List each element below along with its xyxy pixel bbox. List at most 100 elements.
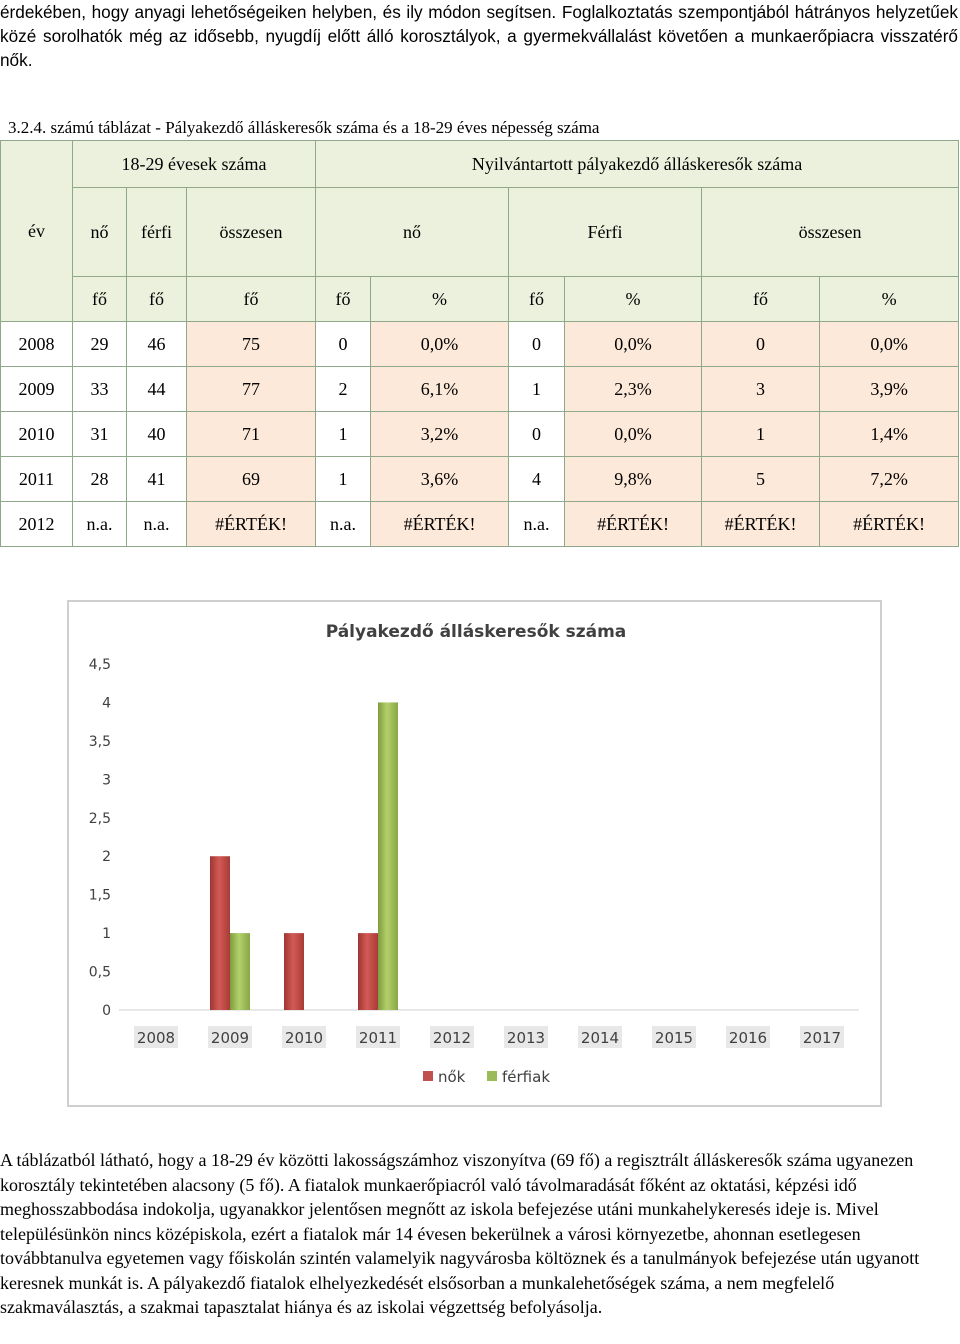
table-row: 2012 n.a. n.a. #ÉRTÉK! n.a. #ÉRTÉK! n.a.… <box>0 501 960 547</box>
table-cell: n.a. <box>126 501 187 547</box>
table-cell: 0,0% <box>819 321 960 367</box>
table-cell: 1 <box>315 456 372 502</box>
table-row: 2009 33 44 77 2 6,1% 1 2,3% 3 3,9% <box>0 366 960 412</box>
y-tick-label: 3 <box>102 772 111 788</box>
legend-label: férfiak <box>502 1068 550 1086</box>
table-cell: 3,2% <box>370 411 510 457</box>
table-cell: 71 <box>185 411 317 457</box>
table-cell: 0 <box>508 411 566 457</box>
table-cell: 46 <box>126 321 187 367</box>
unit-header: % <box>819 276 960 322</box>
intro-text: érdekében, hogy anyagi lehetőségeiken he… <box>0 2 958 70</box>
table-cell: n.a. <box>508 501 566 547</box>
body-text: A táblázatból látható, hogy a 18-29 év k… <box>0 1150 920 1317</box>
y-tick-label: 4,5 <box>89 657 111 673</box>
bar-women <box>210 856 230 1010</box>
table-cell: n.a. <box>315 501 372 547</box>
x-tick-label: 2012 <box>433 1029 471 1047</box>
table-cell: #ÉRTÉK! <box>185 501 317 547</box>
header-group-population: 18-29 évesek száma <box>71 140 317 188</box>
y-tick-label: 4 <box>102 695 111 711</box>
header-js-women: nő <box>315 187 510 277</box>
x-tick-background <box>504 1026 548 1048</box>
table-cell: 3,9% <box>819 366 960 412</box>
table-cell: 3,6% <box>370 456 510 502</box>
table-cell: n.a. <box>72 501 127 547</box>
table-cell: 29 <box>72 321 127 367</box>
table-row: 2011 28 41 69 1 3,6% 4 9,8% 5 7,2% <box>0 456 960 502</box>
table-cell: 1,4% <box>819 411 960 457</box>
table-cell: 7,2% <box>819 456 960 502</box>
table-cell: #ÉRTÉK! <box>701 501 821 547</box>
table-cell: 33 <box>72 366 127 412</box>
x-tick-background <box>578 1026 622 1048</box>
table-cell: 2010 <box>0 411 73 457</box>
table-cell: 1 <box>315 411 372 457</box>
x-tick-label: 2013 <box>507 1029 545 1047</box>
table-row: 2010 31 40 71 1 3,2% 0 0,0% 1 1,4% <box>0 411 960 457</box>
header-group-jobseekers: Nyilvántartott pályakezdő álláskeresők s… <box>315 140 960 188</box>
unit-header: fő <box>315 276 372 322</box>
table-cell: 0,0% <box>564 321 703 367</box>
header-year: év <box>0 140 73 322</box>
table-cell: 1 <box>701 411 821 457</box>
y-tick-label: 0,5 <box>89 965 111 981</box>
chart-title: Pályakezdő álláskeresők száma <box>326 622 627 642</box>
y-tick-label: 2 <box>102 849 111 865</box>
y-tick-label: 2,5 <box>89 811 111 827</box>
x-tick-background <box>800 1026 844 1048</box>
table-cell: #ÉRTÉK! <box>564 501 703 547</box>
legend-label: nők <box>438 1068 466 1086</box>
table-cell: 0,0% <box>370 321 510 367</box>
table-row: 2008 29 46 75 0 0,0% 0 0,0% 0 0,0% <box>0 321 960 367</box>
x-tick-label: 2017 <box>803 1029 841 1047</box>
x-tick-background <box>356 1026 400 1048</box>
header-pop-men: férfi <box>126 187 187 277</box>
y-tick-label: 0 <box>102 1003 111 1019</box>
x-tick-background <box>726 1026 770 1048</box>
intro-paragraph: érdekében, hogy anyagi lehetőségeiken he… <box>0 0 958 72</box>
table-cell: 0 <box>508 321 566 367</box>
x-tick-label: 2009 <box>211 1029 249 1047</box>
table-cell: 28 <box>72 456 127 502</box>
bar-chart: Pályakezdő álláskeresők száma 0 0,5 1 1,5 2 2… <box>67 600 882 1107</box>
bar-women <box>358 933 378 1010</box>
table-cell: 3 <box>701 366 821 412</box>
y-tick-label: 3,5 <box>89 734 111 750</box>
table-cell: 2009 <box>0 366 73 412</box>
unit-header: % <box>564 276 703 322</box>
x-tick-label: 2015 <box>655 1029 693 1047</box>
bar-men <box>230 933 250 1010</box>
table-cell: 69 <box>185 456 317 502</box>
table-cell: 31 <box>72 411 127 457</box>
table-cell: 2 <box>315 366 372 412</box>
x-tick-background <box>134 1026 178 1048</box>
table-header-row-columns: nő férfi összesen nő Férfi összesen <box>1 187 960 277</box>
table-cell: 9,8% <box>564 456 703 502</box>
unit-header: fő <box>701 276 821 322</box>
table-cell: 5 <box>701 456 821 502</box>
table-cell: 0,0% <box>564 411 703 457</box>
table-caption: 3.2.4. számú táblázat - Pályakezdő állás… <box>8 118 600 137</box>
legend-swatch <box>487 1071 497 1081</box>
table-cell: 77 <box>185 366 317 412</box>
header-pop-women: nő <box>72 187 127 277</box>
legend-swatch <box>423 1071 433 1081</box>
x-tick-background <box>282 1026 326 1048</box>
table-cell: 0 <box>315 321 372 367</box>
header-js-total: összesen <box>701 187 960 277</box>
table-cell: 41 <box>126 456 187 502</box>
header-js-men: Férfi <box>508 187 703 277</box>
x-tick-background <box>430 1026 474 1048</box>
x-tick-background <box>652 1026 696 1048</box>
data-table: év 18-29 évesek száma Nyilvántartott pál… <box>0 140 960 547</box>
table-cell: 2012 <box>0 501 73 547</box>
bar-men <box>378 702 398 1010</box>
table-cell: 2008 <box>0 321 73 367</box>
unit-header: fő <box>126 276 187 322</box>
table-cell: #ÉRTÉK! <box>819 501 960 547</box>
table-cell: 1 <box>508 366 566 412</box>
unit-header: fő <box>508 276 566 322</box>
unit-header: fő <box>72 276 127 322</box>
table-cell: 6,1% <box>370 366 510 412</box>
